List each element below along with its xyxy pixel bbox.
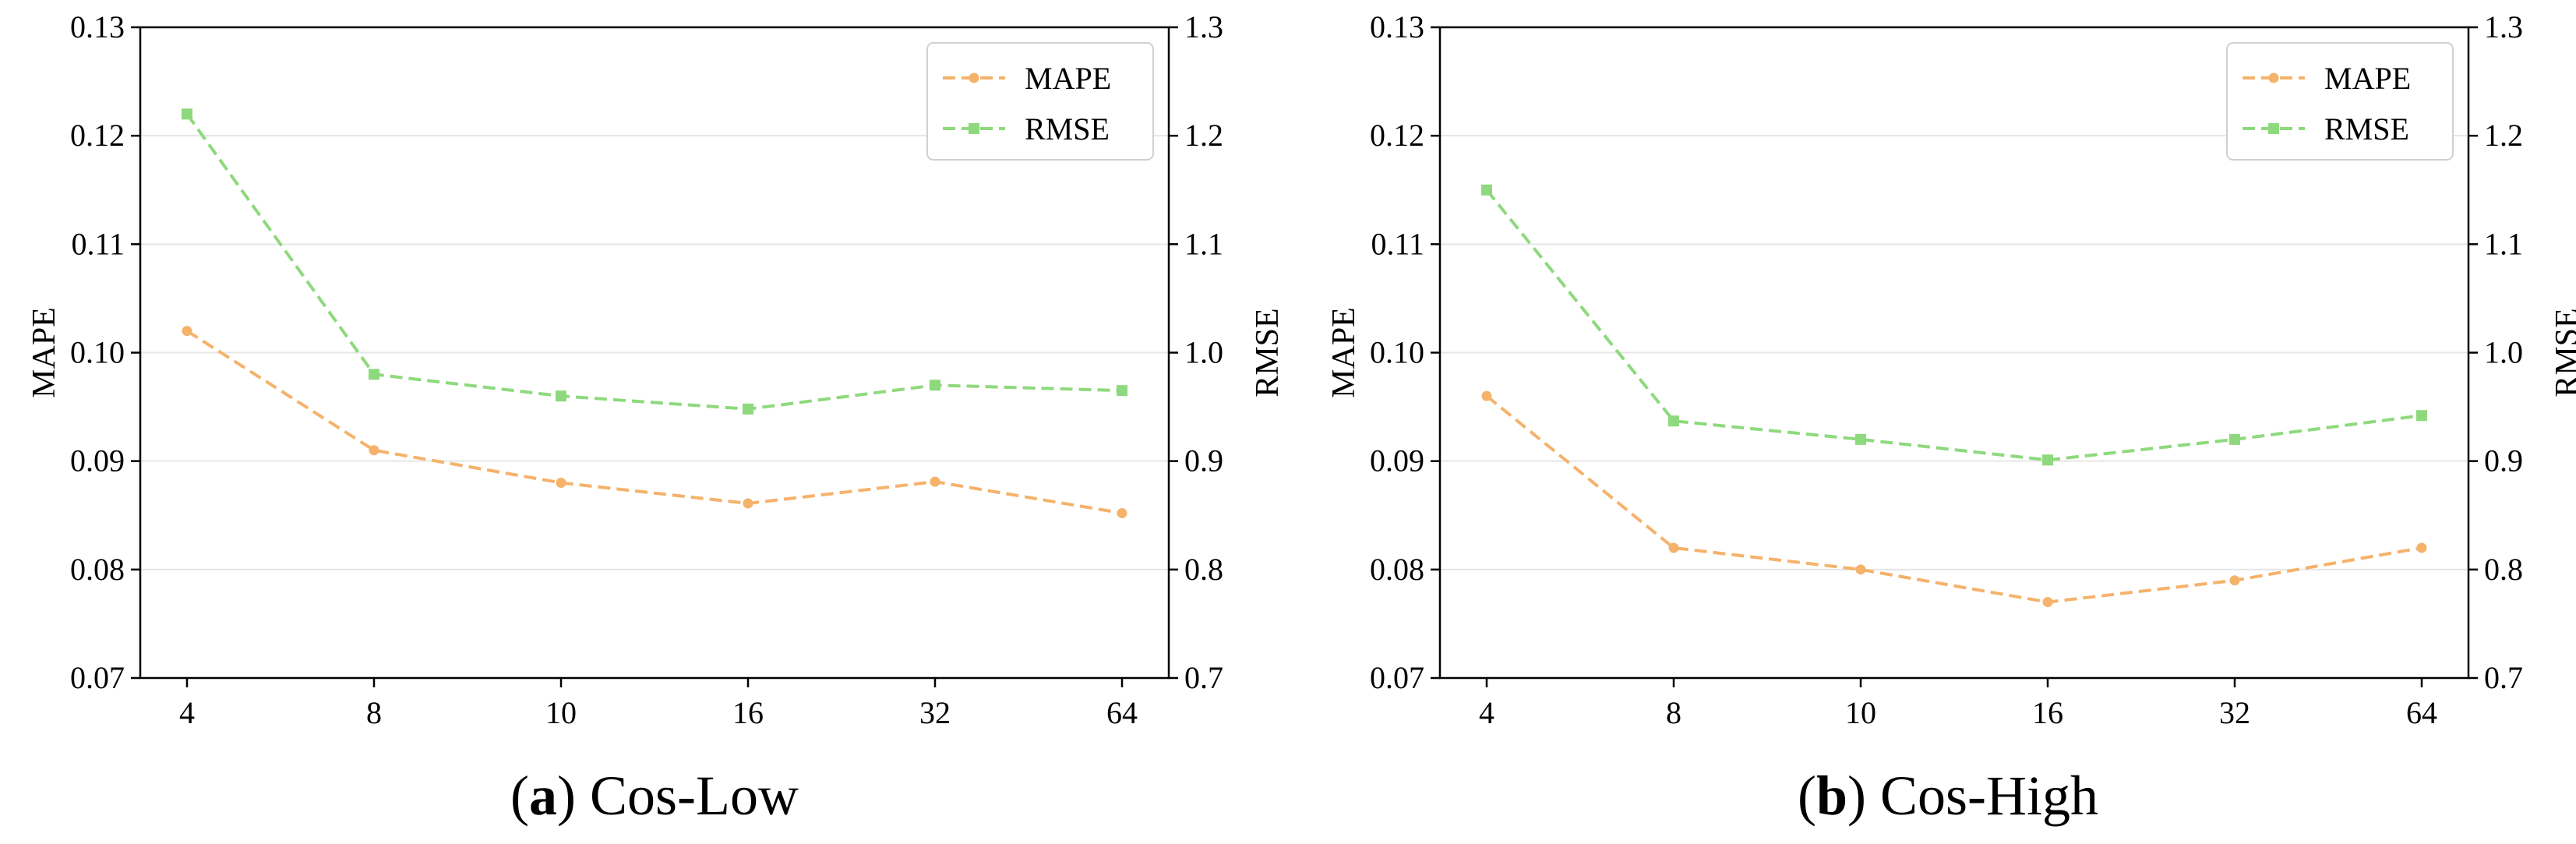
legend-label-mape: MAPE: [2324, 61, 2411, 96]
x-tick-label: 8: [1666, 695, 1681, 730]
caption-title: Cos-Low: [590, 765, 799, 827]
data-point-rmse: [2042, 454, 2053, 466]
caption-close-paren: ): [557, 765, 590, 827]
data-point-mape: [1481, 390, 1492, 401]
caption-letter: a: [529, 765, 557, 827]
y2-tick-label: 0.7: [2484, 660, 2523, 695]
legend-marker-rmse: [969, 123, 979, 134]
y-tick-label: 0.07: [1370, 660, 1424, 695]
data-point-rmse: [2229, 433, 2240, 445]
series-line-rmse: [1485, 189, 2422, 462]
caption: (b) Cos-High: [1798, 765, 2098, 827]
y2-tick-label: 1.2: [2484, 118, 2523, 153]
x-tick-label: 8: [366, 695, 382, 730]
x-tick-label: 32: [2219, 695, 2250, 730]
caption-letter: b: [1816, 765, 1847, 827]
x-tick-label: 16: [732, 695, 764, 730]
data-point-rmse: [930, 380, 940, 391]
y2-tick-label: 1.0: [2484, 335, 2523, 370]
legend: MAPE RMSE: [2226, 42, 2454, 161]
y2-tick-label: 0.8: [1184, 552, 1223, 587]
series-line-mape: [1485, 394, 2422, 604]
legend: MAPE RMSE: [926, 42, 1154, 161]
x-tick-label: 64: [2406, 695, 2437, 730]
series-line-rmse: [185, 113, 1123, 411]
legend-label-rmse: RMSE: [2324, 111, 2409, 147]
data-point-mape: [1855, 564, 1866, 575]
y-tick-label: 0.11: [1371, 226, 1424, 261]
data-point-rmse: [556, 390, 566, 402]
y-tick-label: 0.10: [70, 335, 125, 370]
y2-tick-label: 1.3: [2484, 9, 2523, 44]
series-line-mape: [185, 329, 1123, 515]
y-tick-label: 0.12: [70, 118, 125, 153]
data-point-mape: [369, 445, 379, 456]
y2-tick-label: 1.3: [1184, 9, 1223, 44]
data-point-rmse: [1668, 415, 1679, 427]
caption-open-paren: (: [1798, 765, 1816, 827]
x-tick-label: 4: [179, 695, 195, 730]
data-point-rmse: [1481, 184, 1492, 196]
y-tick-label: 0.13: [70, 9, 125, 44]
legend-marker-mape: [969, 72, 979, 83]
data-point-rmse: [1117, 385, 1127, 397]
chart-panel-b: 0.07 0.08 0.09 0.10 0.11 0.12 0.13 0.7 0.8 0.9 1.0…: [1326, 9, 2576, 827]
data-point-rmse: [2416, 410, 2427, 422]
data-point-rmse: [743, 403, 753, 415]
caption-close-paren: ): [1847, 765, 1880, 827]
x-tick-label: 10: [1845, 695, 1876, 730]
x-tick-label: 32: [919, 695, 951, 730]
data-point-mape: [2229, 575, 2240, 586]
legend-marker-mape: [2268, 72, 2279, 83]
y-axis-title: MAPE: [26, 307, 62, 398]
y2-axis-title: RMSE: [2550, 308, 2576, 397]
data-point-mape: [1117, 507, 1127, 518]
y-tick-label: 0.09: [1370, 443, 1424, 479]
x-tick-label: 10: [545, 695, 577, 730]
y-axis-title: MAPE: [1326, 307, 1362, 398]
data-point-mape: [182, 326, 192, 337]
y2-axis-title: RMSE: [1250, 308, 1286, 397]
legend-label-rmse: RMSE: [1025, 111, 1110, 147]
caption-open-paren: (: [510, 765, 529, 827]
data-point-mape: [556, 478, 566, 488]
y-tick-label: 0.09: [70, 443, 125, 479]
data-point-mape: [743, 498, 753, 509]
y-tick-label: 0.13: [1370, 9, 1424, 44]
y2-tick-label: 1.1: [2484, 226, 2523, 261]
x-tick-label: 4: [1479, 695, 1494, 730]
caption-title: Cos-High: [1880, 765, 2098, 827]
x-tick-label: 16: [2032, 695, 2063, 730]
x-tick-label: 64: [1106, 695, 1138, 730]
data-point-mape: [930, 476, 940, 487]
y-tick-label: 0.12: [1370, 118, 1424, 153]
data-point-rmse: [182, 108, 192, 120]
legend-box: [926, 42, 1154, 161]
chart-panel-a: 0.07 0.08 0.09 0.10 0.11 0.12 0.13 0.7 0.8 0.9 1.0…: [26, 9, 1286, 827]
y2-tick-label: 0.8: [2484, 552, 2523, 587]
legend-marker-rmse: [2268, 123, 2279, 134]
data-point-mape: [1668, 542, 1679, 553]
y2-tick-label: 1.1: [1184, 226, 1223, 261]
y-tick-label: 0.11: [71, 226, 125, 261]
data-point-mape: [2042, 597, 2053, 608]
y-tick-label: 0.07: [70, 660, 125, 695]
y2-tick-label: 0.7: [1184, 660, 1223, 695]
data-point-rmse: [369, 369, 379, 380]
legend-label-mape: MAPE: [1025, 61, 1111, 96]
y2-tick-label: 1.2: [1184, 118, 1223, 153]
y-tick-label: 0.08: [1370, 552, 1424, 587]
caption: (a) Cos-Low: [510, 765, 799, 827]
y-tick-label: 0.10: [1370, 335, 1424, 370]
y2-tick-label: 0.9: [1184, 443, 1223, 479]
data-point-rmse: [1855, 433, 1866, 445]
data-point-mape: [2416, 542, 2427, 553]
y2-tick-label: 1.0: [1184, 335, 1223, 370]
y-tick-label: 0.08: [70, 552, 125, 587]
legend-box: [2226, 42, 2454, 161]
y2-tick-label: 0.9: [2484, 443, 2523, 479]
